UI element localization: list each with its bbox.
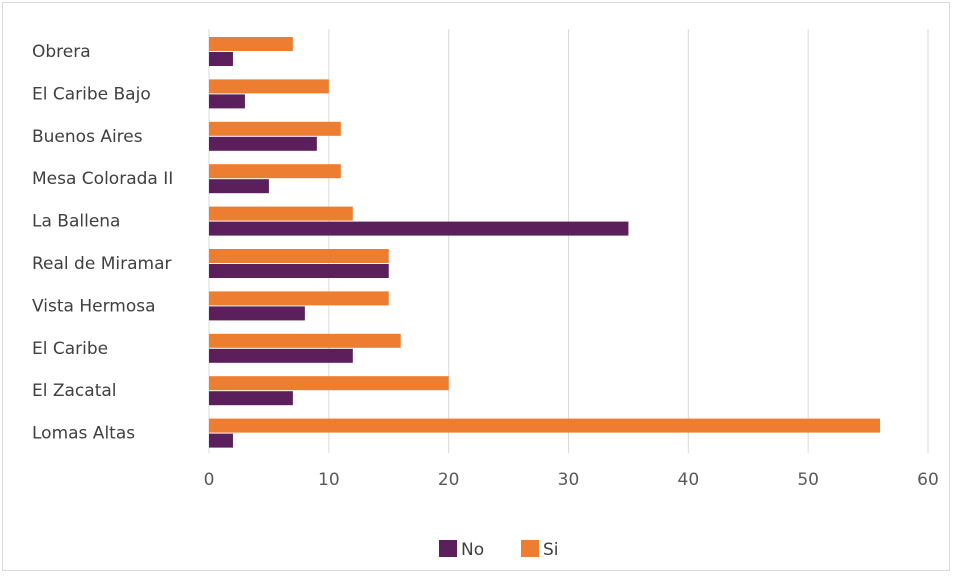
category-label: Obrera — [32, 42, 91, 62]
legend-label-no: No — [461, 540, 484, 560]
bar-no-3 — [209, 179, 269, 194]
category-label: Vista Hermosa — [32, 296, 156, 316]
legend-label-si: Si — [543, 540, 559, 560]
bar-si-4 — [209, 206, 353, 221]
bar-si-9 — [209, 418, 881, 433]
category-label: El Caribe — [32, 339, 108, 359]
x-tick-label: 40 — [678, 470, 700, 490]
x-tick-label: 50 — [797, 470, 819, 490]
bar-no-8 — [209, 391, 293, 406]
x-axis-tick-labels: 0 10 20 30 40 50 60 — [204, 470, 939, 490]
legend: No Si — [439, 540, 559, 560]
x-tick-label: 60 — [917, 470, 939, 490]
bar-si-3 — [209, 164, 341, 179]
bar-no-5 — [209, 264, 389, 278]
bars — [209, 37, 881, 448]
x-tick-label: 20 — [438, 470, 460, 490]
category-label: El Caribe Bajo — [32, 84, 151, 104]
category-label: Lomas Altas — [32, 424, 135, 444]
category-label: La Ballena — [32, 212, 120, 232]
chart-container: Obrera El Caribe Bajo Buenos Aires Mesa Col… — [2, 2, 950, 571]
gridlines — [208, 29, 929, 453]
bar-no-9 — [209, 433, 233, 448]
bar-si-0 — [209, 37, 293, 51]
category-label: Mesa Colorada II — [32, 169, 173, 189]
legend-swatch-no — [439, 540, 457, 557]
bar-no-4 — [209, 221, 629, 236]
legend-swatch-si — [521, 540, 539, 557]
bar-si-6 — [209, 291, 389, 306]
category-label: Real de Miramar — [32, 254, 171, 274]
x-tick-label: 0 — [204, 470, 215, 490]
bar-no-6 — [209, 306, 305, 321]
bar-no-1 — [209, 94, 245, 109]
bar-no-0 — [209, 52, 233, 66]
bar-no-7 — [209, 348, 353, 363]
bar-chart: Obrera El Caribe Bajo Buenos Aires Mesa Col… — [32, 29, 939, 560]
bar-si-1 — [209, 79, 329, 94]
category-label: Buenos Aires — [32, 127, 143, 147]
x-tick-label: 30 — [558, 470, 580, 490]
bar-si-2 — [209, 121, 341, 136]
bar-si-8 — [209, 376, 449, 391]
bar-si-7 — [209, 333, 401, 348]
category-labels: Obrera El Caribe Bajo Buenos Aires Mesa Col… — [32, 42, 173, 444]
bar-si-5 — [209, 249, 389, 263]
category-label: El Zacatal — [32, 381, 117, 401]
x-tick-label: 10 — [318, 470, 340, 490]
bar-no-2 — [209, 136, 317, 151]
